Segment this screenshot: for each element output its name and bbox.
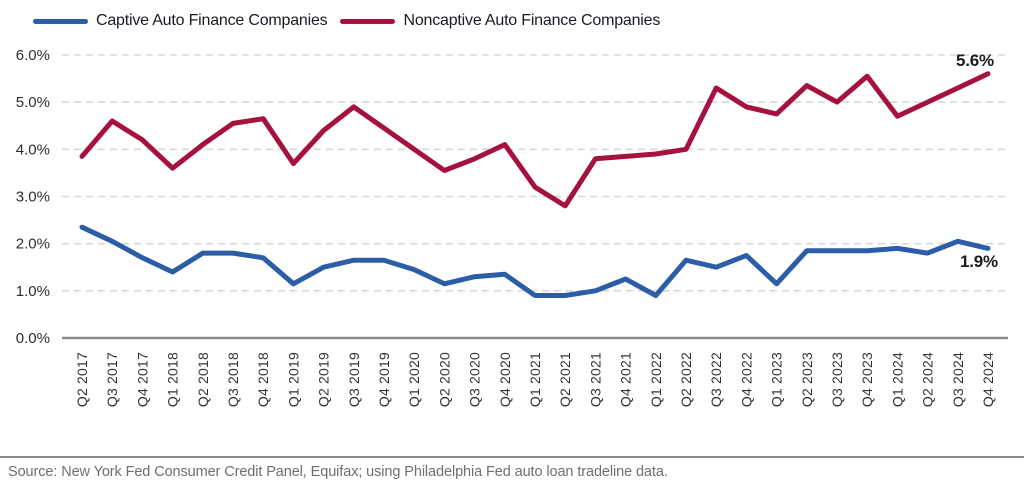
x-tick-label: Q3 2022 bbox=[708, 352, 724, 407]
x-tick-label: Q4 2017 bbox=[134, 352, 150, 407]
noncaptive-end-value-label: 5.6% bbox=[956, 51, 994, 70]
noncaptive-line-swatch-icon bbox=[340, 18, 396, 24]
x-tick-label: Q3 2021 bbox=[587, 352, 603, 407]
x-tick-label: Q4 2023 bbox=[859, 352, 875, 407]
x-tick-label: Q4 2024 bbox=[980, 352, 996, 407]
x-tick-label: Q1 2024 bbox=[889, 352, 905, 407]
y-tick-label: 0.0% bbox=[16, 330, 50, 347]
x-tick-label: Q2 2021 bbox=[557, 352, 573, 407]
y-tick-label: 2.0% bbox=[16, 236, 50, 253]
x-tick-label: Q2 2017 bbox=[74, 352, 90, 407]
y-tick-label: 6.0% bbox=[16, 47, 50, 64]
legend-item-captive: Captive Auto Finance Companies bbox=[33, 12, 328, 30]
legend-label-noncaptive: Noncaptive Auto Finance Companies bbox=[403, 12, 661, 29]
legend-item-noncaptive: Noncaptive Auto Finance Companies bbox=[340, 12, 660, 30]
x-tick-label: Q2 2018 bbox=[195, 352, 211, 407]
source-note: Source: New York Fed Consumer Credit Pan… bbox=[8, 464, 668, 480]
x-tick-label: Q1 2018 bbox=[165, 352, 181, 407]
x-tick-label: Q4 2018 bbox=[255, 352, 271, 407]
y-tick-label: 5.0% bbox=[16, 94, 50, 111]
x-tick-label: Q1 2020 bbox=[406, 352, 422, 407]
x-tick-label: Q2 2023 bbox=[799, 352, 815, 407]
noncaptive-series-line bbox=[79, 71, 991, 209]
footer-divider bbox=[0, 456, 1024, 458]
x-tick-label: Q4 2020 bbox=[497, 352, 513, 407]
x-tick-label: Q2 2024 bbox=[920, 352, 936, 407]
legend-label-captive: Captive Auto Finance Companies bbox=[96, 12, 328, 29]
x-tick-label: Q1 2021 bbox=[527, 352, 543, 407]
captive-line-swatch-icon bbox=[33, 18, 88, 24]
x-tick-label: Q3 2019 bbox=[346, 352, 362, 407]
x-tick-label: Q2 2022 bbox=[678, 352, 694, 407]
captive-series-line bbox=[79, 224, 991, 298]
x-tick-label: Q4 2021 bbox=[618, 352, 634, 407]
x-tick-label: Q4 2022 bbox=[738, 352, 754, 407]
x-tick-label: Q2 2019 bbox=[316, 352, 332, 407]
legend: Captive Auto Finance Companies Noncaptiv… bbox=[33, 12, 660, 30]
x-tick-label: Q1 2023 bbox=[769, 352, 785, 407]
x-tick-label: Q1 2019 bbox=[285, 352, 301, 407]
x-tick-label: Q3 2018 bbox=[225, 352, 241, 407]
captive-end-value-label: 1.9% bbox=[960, 252, 998, 271]
y-tick-label: 3.0% bbox=[16, 189, 50, 206]
y-tick-label: 1.0% bbox=[16, 283, 50, 300]
x-tick-label: Q1 2022 bbox=[648, 352, 664, 407]
x-tick-label: Q3 2023 bbox=[829, 352, 845, 407]
x-tick-label: Q3 2017 bbox=[104, 352, 120, 407]
x-tick-label: Q2 2020 bbox=[436, 352, 452, 407]
x-tick-label: Q4 2019 bbox=[376, 352, 392, 407]
x-tick-label: Q3 2024 bbox=[950, 352, 966, 407]
y-tick-label: 4.0% bbox=[16, 141, 50, 158]
x-tick-label: Q3 2020 bbox=[467, 352, 483, 407]
